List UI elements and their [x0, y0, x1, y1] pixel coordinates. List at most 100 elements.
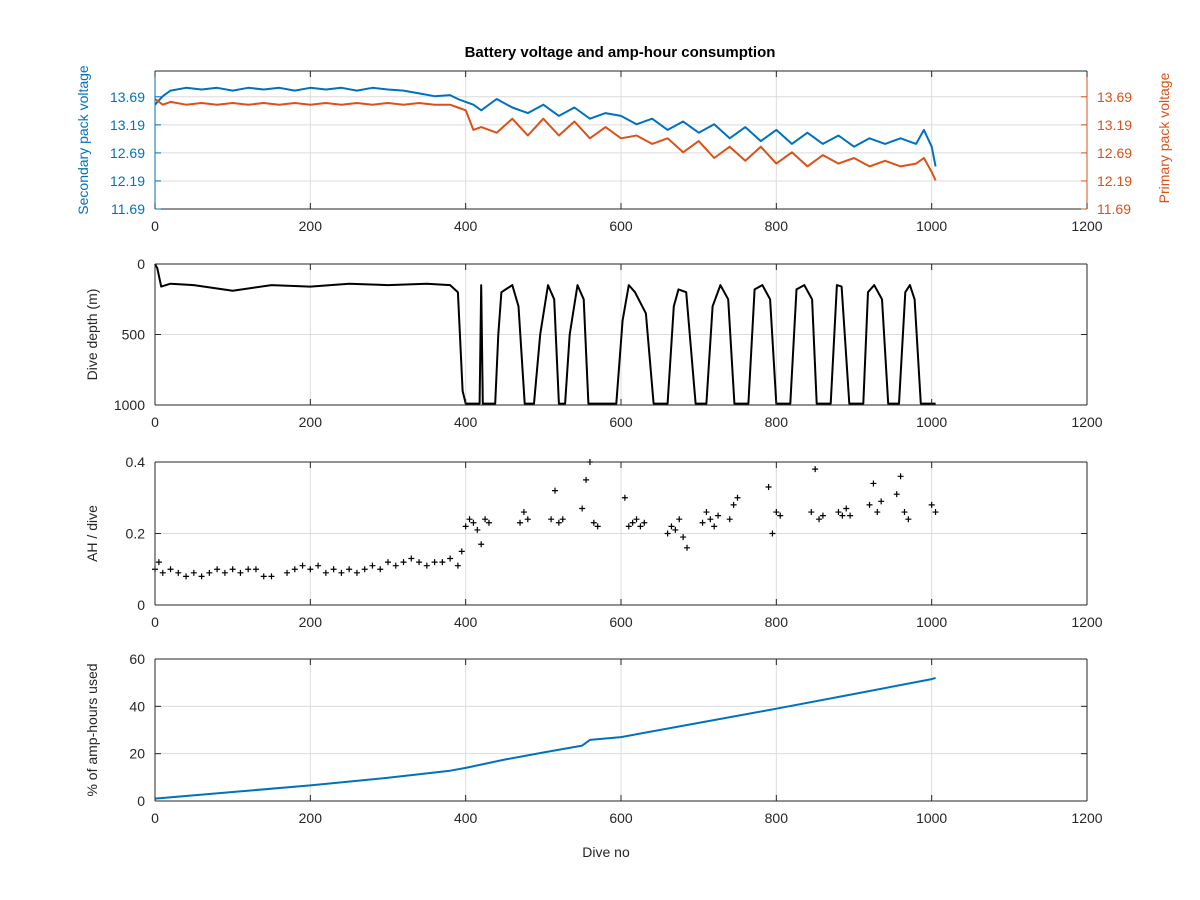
data-point — [819, 512, 826, 519]
y-tick-label: 11.69 — [111, 201, 145, 217]
figure-title: Battery voltage and amp-hour consumption — [465, 44, 776, 61]
data-point — [482, 516, 489, 523]
data-point — [711, 523, 718, 530]
y-tick-label: 13.19 — [110, 117, 145, 133]
data-point — [377, 566, 384, 573]
x-tick-label: 600 — [609, 810, 633, 826]
data-point — [680, 534, 687, 541]
y-right-tick-label: 12.69 — [1097, 145, 1132, 161]
data-point — [237, 569, 244, 576]
y-tick-label: 12.19 — [110, 173, 145, 189]
y-tick-label: 0 — [137, 597, 145, 613]
x-tick-label: 1200 — [1071, 218, 1102, 234]
data-point — [932, 509, 939, 516]
data-point — [633, 516, 640, 523]
data-point — [346, 566, 353, 573]
data-point — [190, 569, 197, 576]
data-point — [676, 516, 683, 523]
data-point — [183, 573, 190, 580]
data-point — [478, 541, 485, 548]
data-point — [579, 505, 586, 512]
data-point — [474, 526, 481, 533]
data-point — [866, 501, 873, 508]
y-tick-label: 0.2 — [126, 526, 146, 542]
y-axis-label: Secondary pack voltage — [75, 65, 91, 215]
x-tick-label: 1000 — [916, 614, 947, 630]
data-point — [594, 523, 601, 530]
data-point — [773, 509, 780, 516]
x-tick-label: 0 — [151, 614, 159, 630]
x-tick-label: 0 — [151, 810, 159, 826]
data-point — [808, 509, 815, 516]
x-tick-label: 1200 — [1071, 614, 1102, 630]
data-point — [458, 548, 465, 555]
data-point — [664, 530, 671, 537]
x-tick-label: 0 — [151, 218, 159, 234]
data-point — [703, 509, 710, 516]
data-point — [928, 501, 935, 508]
series-line-0 — [154, 263, 936, 405]
data-point — [400, 559, 407, 566]
x-tick-label: 1000 — [916, 414, 947, 430]
data-point — [353, 569, 360, 576]
series-line-0 — [154, 676, 936, 800]
data-point — [330, 566, 337, 573]
data-point — [684, 544, 691, 551]
x-tick-label: 800 — [765, 614, 789, 630]
x-axis-label: Dive no — [582, 844, 630, 860]
data-point — [668, 523, 675, 530]
data-point — [175, 569, 182, 576]
x-tick-label: 1000 — [916, 218, 947, 234]
data-point — [299, 562, 306, 569]
x-tick-label: 800 — [765, 810, 789, 826]
data-point — [551, 487, 558, 494]
data-point — [893, 491, 900, 498]
x-tick-label: 200 — [299, 810, 323, 826]
data-point — [260, 573, 267, 580]
x-tick-label: 600 — [609, 414, 633, 430]
data-point — [699, 519, 706, 526]
data-point — [385, 559, 391, 566]
data-point — [901, 509, 908, 516]
y-axis-label: Dive depth (m) — [84, 289, 100, 381]
data-point — [229, 566, 236, 573]
data-point — [392, 562, 399, 569]
x-tick-label: 600 — [609, 218, 633, 234]
data-point — [252, 566, 259, 573]
data-point — [291, 566, 298, 573]
data-point — [730, 501, 737, 508]
y-tick-label: 40 — [129, 698, 145, 714]
data-point — [206, 569, 213, 576]
data-point — [637, 523, 644, 530]
x-tick-label: 200 — [299, 218, 323, 234]
data-point — [520, 509, 527, 516]
x-tick-label: 1200 — [1071, 810, 1102, 826]
y-right-axis-label: Primary pack voltage — [1156, 72, 1172, 203]
y-tick-label: 13.69 — [110, 89, 145, 105]
data-point — [361, 566, 368, 573]
data-point — [485, 519, 492, 526]
data-point — [672, 526, 679, 533]
data-point — [707, 516, 714, 523]
y-tick-label: 500 — [122, 327, 146, 343]
y-tick-label: 1000 — [114, 397, 145, 413]
series-line-1 — [154, 98, 937, 181]
data-point — [245, 566, 252, 573]
x-tick-label: 800 — [765, 218, 789, 234]
data-point — [284, 569, 291, 576]
data-point — [816, 516, 823, 523]
y-tick-label: 20 — [129, 746, 145, 762]
depth-panel: 0 200 400 600 800 1000 1200 0 500 1000 Dive depth … — [84, 256, 1103, 430]
ah-per-dive-panel: 0 200 400 600 800 1000 1200 0 0.2 0.4 AH / dive — [84, 454, 1103, 630]
data-point — [198, 573, 205, 580]
y-right-tick-label: 11.69 — [1097, 201, 1131, 217]
x-tick-label: 200 — [299, 414, 323, 430]
data-point — [583, 476, 590, 483]
data-point — [621, 494, 628, 501]
x-tick-label: 800 — [765, 414, 789, 430]
data-point — [462, 523, 469, 530]
y-tick-label: 12.69 — [110, 145, 145, 161]
data-point — [221, 569, 228, 576]
data-point — [555, 519, 562, 526]
y-tick-label: 0 — [137, 256, 145, 272]
